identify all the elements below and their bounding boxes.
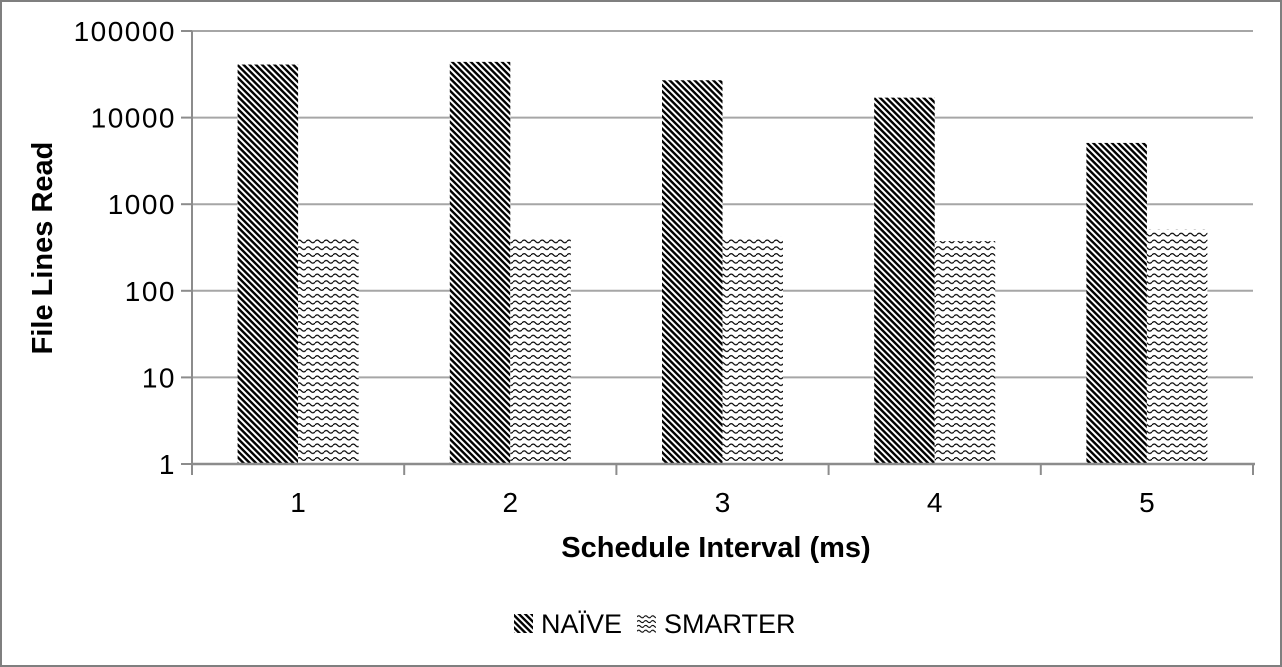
y-tick-label-100000: 100000 xyxy=(74,16,176,47)
bar-naive-2 xyxy=(449,61,511,464)
y-tick-label-1: 1 xyxy=(159,449,176,480)
legend: NAÏVE SMARTER xyxy=(514,609,796,639)
x-category-label-2: 2 xyxy=(503,487,519,518)
wave-swatch-icon xyxy=(637,614,656,633)
y-tick-label-1000: 1000 xyxy=(108,189,176,220)
bar-naive-1 xyxy=(237,64,299,464)
bar-series xyxy=(237,61,1208,464)
bar-naive-3 xyxy=(662,80,723,464)
bar-smarter-1 xyxy=(298,237,359,464)
axes xyxy=(181,30,1255,475)
legend-label-naive: NAÏVE xyxy=(541,609,622,639)
y-tick-label-10: 10 xyxy=(142,362,176,393)
diagonal-hatch-swatch-icon xyxy=(514,614,533,633)
bar-smarter-2 xyxy=(510,236,571,464)
y-axis-tick-labels: 1 10 100 1000 10000 100000 xyxy=(74,16,176,480)
y-tick-label-100: 100 xyxy=(125,276,176,307)
x-category-label-3: 3 xyxy=(715,487,731,518)
bar-smarter-3 xyxy=(722,236,783,464)
legend-label-smarter: SMARTER xyxy=(664,609,796,639)
x-category-label-4: 4 xyxy=(927,487,943,518)
legend-item-naive: NAÏVE xyxy=(514,609,622,639)
y-axis-title: File Lines Read xyxy=(27,142,59,355)
x-category-label-5: 5 xyxy=(1139,487,1155,518)
bar-naive-4 xyxy=(874,97,935,464)
legend-item-smarter: SMARTER xyxy=(637,609,796,639)
bar-smarter-4 xyxy=(934,241,996,464)
x-category-label-1: 1 xyxy=(290,487,306,518)
x-axis-category-labels: 1 2 3 4 5 xyxy=(290,487,1154,518)
bar-smarter-5 xyxy=(1146,229,1208,464)
x-axis-title: Schedule Interval (ms) xyxy=(561,532,870,564)
bar-naive-5 xyxy=(1086,142,1147,464)
y-tick-label-10000: 10000 xyxy=(91,103,176,134)
